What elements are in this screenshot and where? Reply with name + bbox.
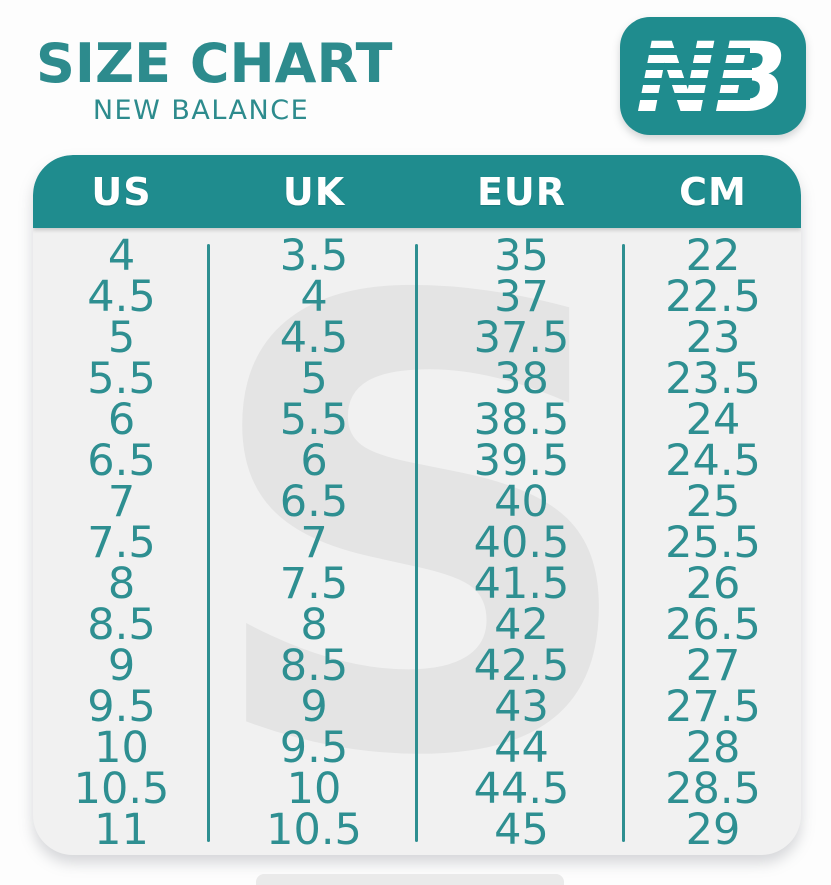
watermark-letter: S xyxy=(198,171,645,855)
size-chart-card: S US UK EUR CM 4 3.5 35 22 4.5 4 37 22.5 5 4.5 37.5 23… xyxy=(33,155,801,855)
table-row: 8.5 8 42 26.5 xyxy=(33,600,801,650)
size-cell: 10 xyxy=(286,764,342,814)
size-cell: 27 xyxy=(685,641,741,691)
size-cell: 10.5 xyxy=(73,764,170,814)
size-cell: 7 xyxy=(107,477,136,527)
size-cell: 8.5 xyxy=(87,600,156,650)
size-cell: 7.5 xyxy=(279,559,349,609)
column-header-eur: EUR xyxy=(476,169,567,214)
size-cell: 24.5 xyxy=(665,436,761,486)
size-cell: 42.5 xyxy=(473,641,570,691)
size-cell: 43 xyxy=(494,682,549,732)
size-cell: 29 xyxy=(685,805,741,855)
size-cell: 27.5 xyxy=(665,682,761,732)
size-cell: 6.5 xyxy=(279,477,349,527)
size-cell: 37.5 xyxy=(473,313,570,363)
column-divider xyxy=(415,244,418,842)
nb-monogram-icon: N B xyxy=(622,22,787,134)
size-cell: 6 xyxy=(107,395,136,445)
size-cell: 23.5 xyxy=(665,354,761,404)
size-cell: 8.5 xyxy=(279,641,349,691)
size-cell: 41.5 xyxy=(473,559,570,609)
table-row: 5.5 5 38 23.5 xyxy=(33,354,801,404)
column-divider xyxy=(207,244,210,842)
logo-stripe xyxy=(622,63,752,70)
page-title: SIZE CHART xyxy=(36,32,393,95)
column-header-cm: CM xyxy=(679,169,747,214)
size-cell: 37 xyxy=(494,272,549,322)
bottom-strip xyxy=(256,874,564,885)
table-body: 4 3.5 35 22 4.5 4 37 22.5 5 4.5 37.5 23 5.5 5 38 23.5 6 5… xyxy=(33,231,801,855)
table-row: 4 3.5 35 22 xyxy=(33,231,801,281)
size-cell: 10.5 xyxy=(266,805,362,855)
column-divider xyxy=(622,244,625,842)
table-header-row: US UK EUR CM xyxy=(33,155,801,228)
size-cell: 28.5 xyxy=(665,764,761,814)
size-cell: 3.5 xyxy=(279,231,349,281)
column-header-uk: UK xyxy=(282,169,346,214)
table-row: 6.5 6 39.5 24.5 xyxy=(33,436,801,486)
size-cell: 26.5 xyxy=(665,600,761,650)
table-row: 10.5 10 44.5 28.5 xyxy=(33,764,801,814)
size-cell: 44 xyxy=(494,723,549,773)
column-header-us: US xyxy=(91,169,152,214)
size-cell: 44.5 xyxy=(473,764,570,814)
logo-stripe xyxy=(622,78,752,85)
size-cell: 26 xyxy=(685,559,741,609)
size-cell: 45 xyxy=(494,805,549,855)
table-row: 9.5 9 43 27.5 xyxy=(33,682,801,732)
logo-stripe xyxy=(622,48,750,55)
size-cell: 9 xyxy=(300,682,328,732)
size-cell: 8 xyxy=(300,600,328,650)
table-row: 5 4.5 37.5 23 xyxy=(33,313,801,363)
size-cell: 7 xyxy=(300,518,328,568)
table-row: 4.5 4 37 22.5 xyxy=(33,272,801,322)
size-cell: 22 xyxy=(685,231,741,281)
size-cell: 6.5 xyxy=(87,436,156,486)
table-body-area: 4 3.5 35 22 4.5 4 37 22.5 5 4.5 37.5 23 5.5 5 38 23.5 6 5… xyxy=(33,228,801,855)
title-block: SIZE CHART NEW BALANCE xyxy=(36,32,396,126)
size-cell: 5 xyxy=(300,354,328,404)
size-cell: 4.5 xyxy=(87,272,156,322)
size-cell: 9.5 xyxy=(279,723,349,773)
size-cell: 6 xyxy=(300,436,328,486)
size-cell: 4.5 xyxy=(279,313,349,363)
size-cell: 40 xyxy=(494,477,549,527)
size-cell: 42 xyxy=(494,600,549,650)
size-cell: 8 xyxy=(107,559,136,609)
size-cell: 5.5 xyxy=(87,354,156,404)
size-cell: 9 xyxy=(107,641,136,691)
size-cell: 25.5 xyxy=(665,518,761,568)
size-cell: 5.5 xyxy=(279,395,349,445)
table-row: 10 9.5 44 28 xyxy=(33,723,801,773)
size-cell: 39.5 xyxy=(473,436,570,486)
size-cell: 38 xyxy=(494,354,549,404)
size-cell: 25 xyxy=(685,477,741,527)
new-balance-logo: N B xyxy=(620,17,806,135)
size-cell: 10 xyxy=(94,723,149,773)
page-subtitle: NEW BALANCE xyxy=(92,94,310,126)
size-cell: 9.5 xyxy=(87,682,156,732)
size-cell: 4 xyxy=(107,231,136,281)
size-cell: 24 xyxy=(685,395,741,445)
size-cell: 23 xyxy=(685,313,741,363)
watermark: S xyxy=(198,171,645,855)
size-cell: 22.5 xyxy=(665,272,761,322)
table-row: 6 5.5 38.5 24 xyxy=(33,395,801,445)
table-row: 11 10.5 45 29 xyxy=(33,805,801,855)
size-cell: 7.5 xyxy=(87,518,156,568)
table-row: 7.5 7 40.5 25.5 xyxy=(33,518,801,568)
size-cell: 35 xyxy=(494,231,549,281)
size-cell: 28 xyxy=(685,723,741,773)
size-cell: 5 xyxy=(107,313,136,363)
size-cell: 11 xyxy=(94,805,149,855)
logo-stripe xyxy=(622,93,750,100)
table-row: 8 7.5 41.5 26 xyxy=(33,559,801,609)
size-cell: 38.5 xyxy=(473,395,570,445)
size-cell: 4 xyxy=(300,272,328,322)
table-row: 7 6.5 40 25 xyxy=(33,477,801,527)
size-cell: 40.5 xyxy=(473,518,570,568)
table-row: 9 8.5 42.5 27 xyxy=(33,641,801,691)
